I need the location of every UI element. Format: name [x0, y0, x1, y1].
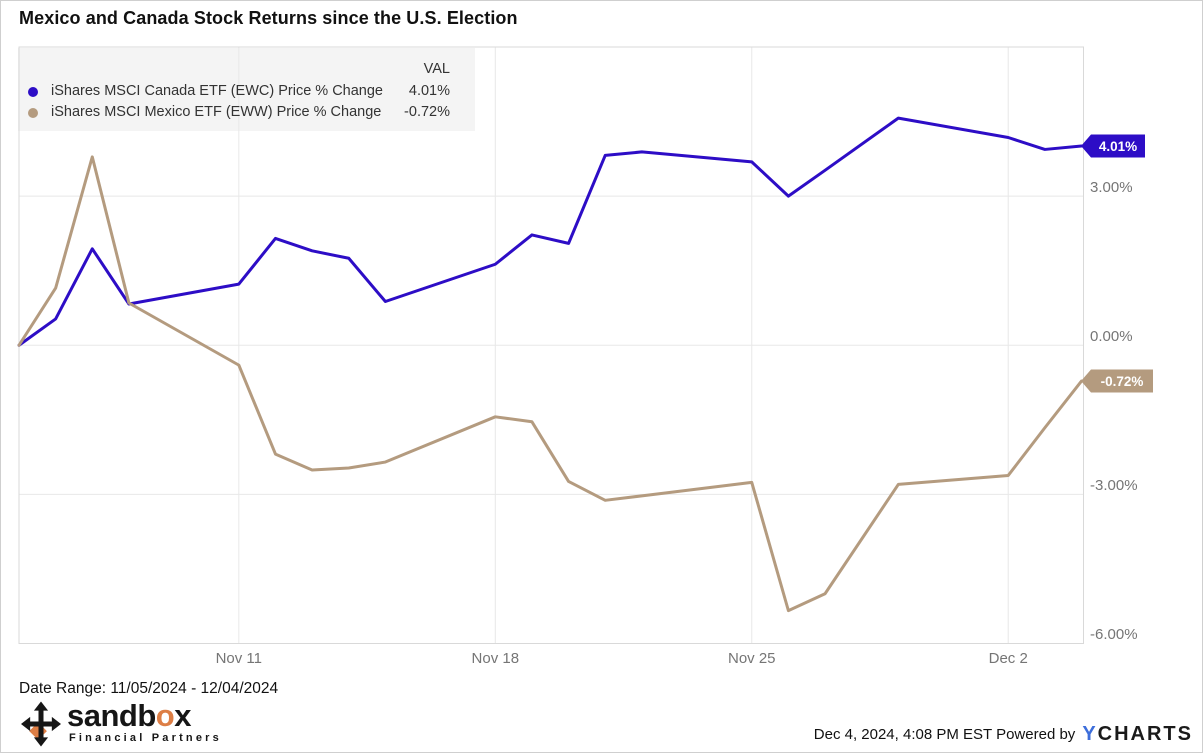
mexico-value-badge: [1081, 369, 1153, 393]
canada-badge-value: 4.01%: [1099, 139, 1137, 154]
price-change-chart[interactable]: 4.01% -0.72%: [1, 1, 1203, 673]
x-axis-label: Nov 18: [471, 650, 520, 667]
sandbox-wordmark: sandbox: [67, 698, 191, 733]
page-title: Mexico and Canada Stock Returns since th…: [19, 8, 518, 28]
canada-series-label: iShares MSCI Canada ETF (EWC) Price % Ch…: [51, 83, 383, 99]
legend-row-mexico: iShares MSCI Mexico ETF (EWW) Price % Ch…: [18, 102, 475, 123]
mexico-series-label: iShares MSCI Mexico ETF (EWW) Price % Ch…: [51, 104, 382, 120]
mexico-series-dot-icon: [28, 108, 38, 118]
canada-series-value: 4.01%: [408, 83, 450, 99]
canada-series-dot-icon: [28, 87, 38, 97]
legend-row-canada: iShares MSCI Canada ETF (EWC) Price % Ch…: [18, 81, 475, 102]
date-range-label: Date Range: 11/05/2024 - 12/04/2024: [19, 680, 279, 697]
y-axis-label: 3.00%: [1090, 179, 1133, 197]
mexico-series-line: [17, 155, 1083, 613]
x-axis-label: Nov 25: [727, 650, 776, 667]
canada-value-badge: [1081, 134, 1145, 158]
canada-series-line: [17, 116, 1083, 347]
ycharts-logo: YCHARTS: [1082, 723, 1193, 745]
mexico-badge-value: -0.72%: [1101, 374, 1144, 389]
powered-by-row: Dec 4, 2024, 4:08 PM EST Powered by YCHA…: [814, 723, 1193, 746]
mexico-series-value: -0.72%: [404, 104, 450, 120]
legend-val-header: VAL: [423, 61, 450, 77]
timestamp-powered-by: Dec 4, 2024, 4:08 PM EST Powered by: [813, 726, 1076, 743]
x-axis-label: Dec 2: [988, 650, 1028, 667]
legend: VAL iShares MSCI Canada ETF (EWC) Price …: [18, 48, 475, 131]
sandbox-logo: sandbox Financial Partners: [21, 700, 222, 748]
sandbox-subtitle: Financial Partners: [69, 732, 222, 744]
legend-background: [18, 48, 475, 131]
x-axis-label: Nov 11: [215, 650, 263, 667]
y-axis-label: -6.00%: [1090, 626, 1138, 644]
y-axis-label: 0.00%: [1090, 328, 1133, 346]
y-axis-label: -3.00%: [1090, 477, 1138, 495]
move-arrows-icon: [21, 701, 61, 747]
